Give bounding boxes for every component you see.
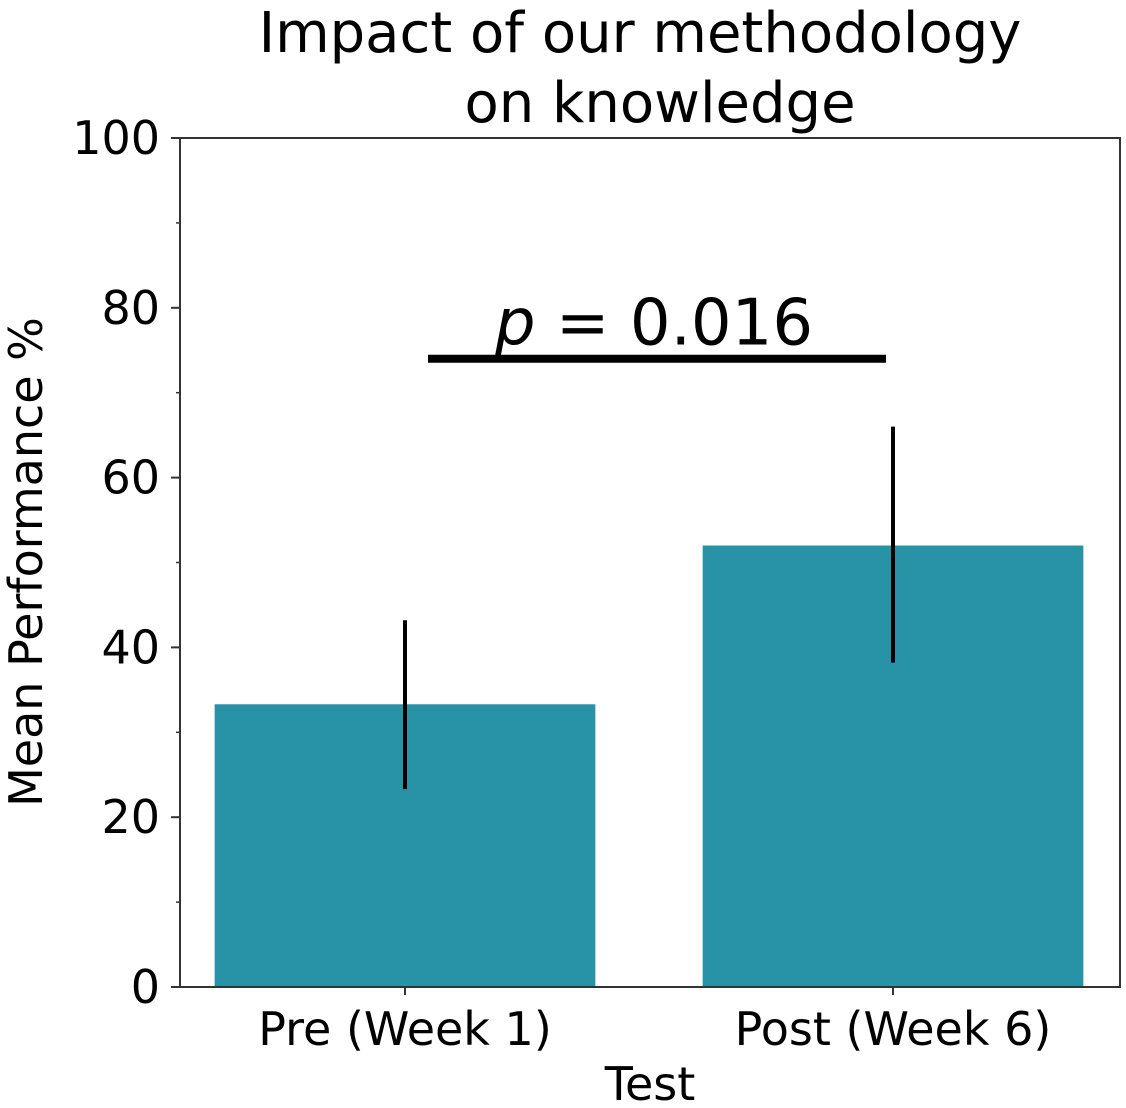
- bars: [214, 545, 1084, 987]
- y-tick-label-3: 60: [101, 451, 160, 505]
- chart-title-line-1: Impact of our methodology: [259, 1, 1022, 66]
- x-axis-label: Test: [604, 1057, 696, 1108]
- chart-title-line-2: on knowledge: [464, 71, 855, 136]
- y-tick-label-5: 100: [72, 111, 160, 165]
- y-axis-label: Mean Performance %: [0, 317, 53, 807]
- y-tick-label-2: 40: [101, 620, 160, 674]
- y-tick-label-4: 80: [101, 281, 160, 335]
- plot-frame: [179, 137, 1121, 988]
- error-bars: [403, 426, 895, 790]
- y-axis-ticks: 0 20 40 60 80 100: [72, 111, 180, 1014]
- y-tick-label-1: 20: [101, 790, 160, 844]
- p-value-text: = 0.016: [536, 286, 814, 360]
- y-tick-label-0: 0: [131, 960, 160, 1014]
- x-tick-label-0: Pre (Week 1): [258, 1002, 552, 1056]
- p-value-annotation: p = 0.016: [494, 286, 813, 360]
- p-value-symbol: p: [494, 286, 536, 360]
- x-axis-ticks: Pre (Week 1) Post (Week 6): [258, 987, 1051, 1056]
- x-tick-label-1: Post (Week 6): [735, 1002, 1052, 1056]
